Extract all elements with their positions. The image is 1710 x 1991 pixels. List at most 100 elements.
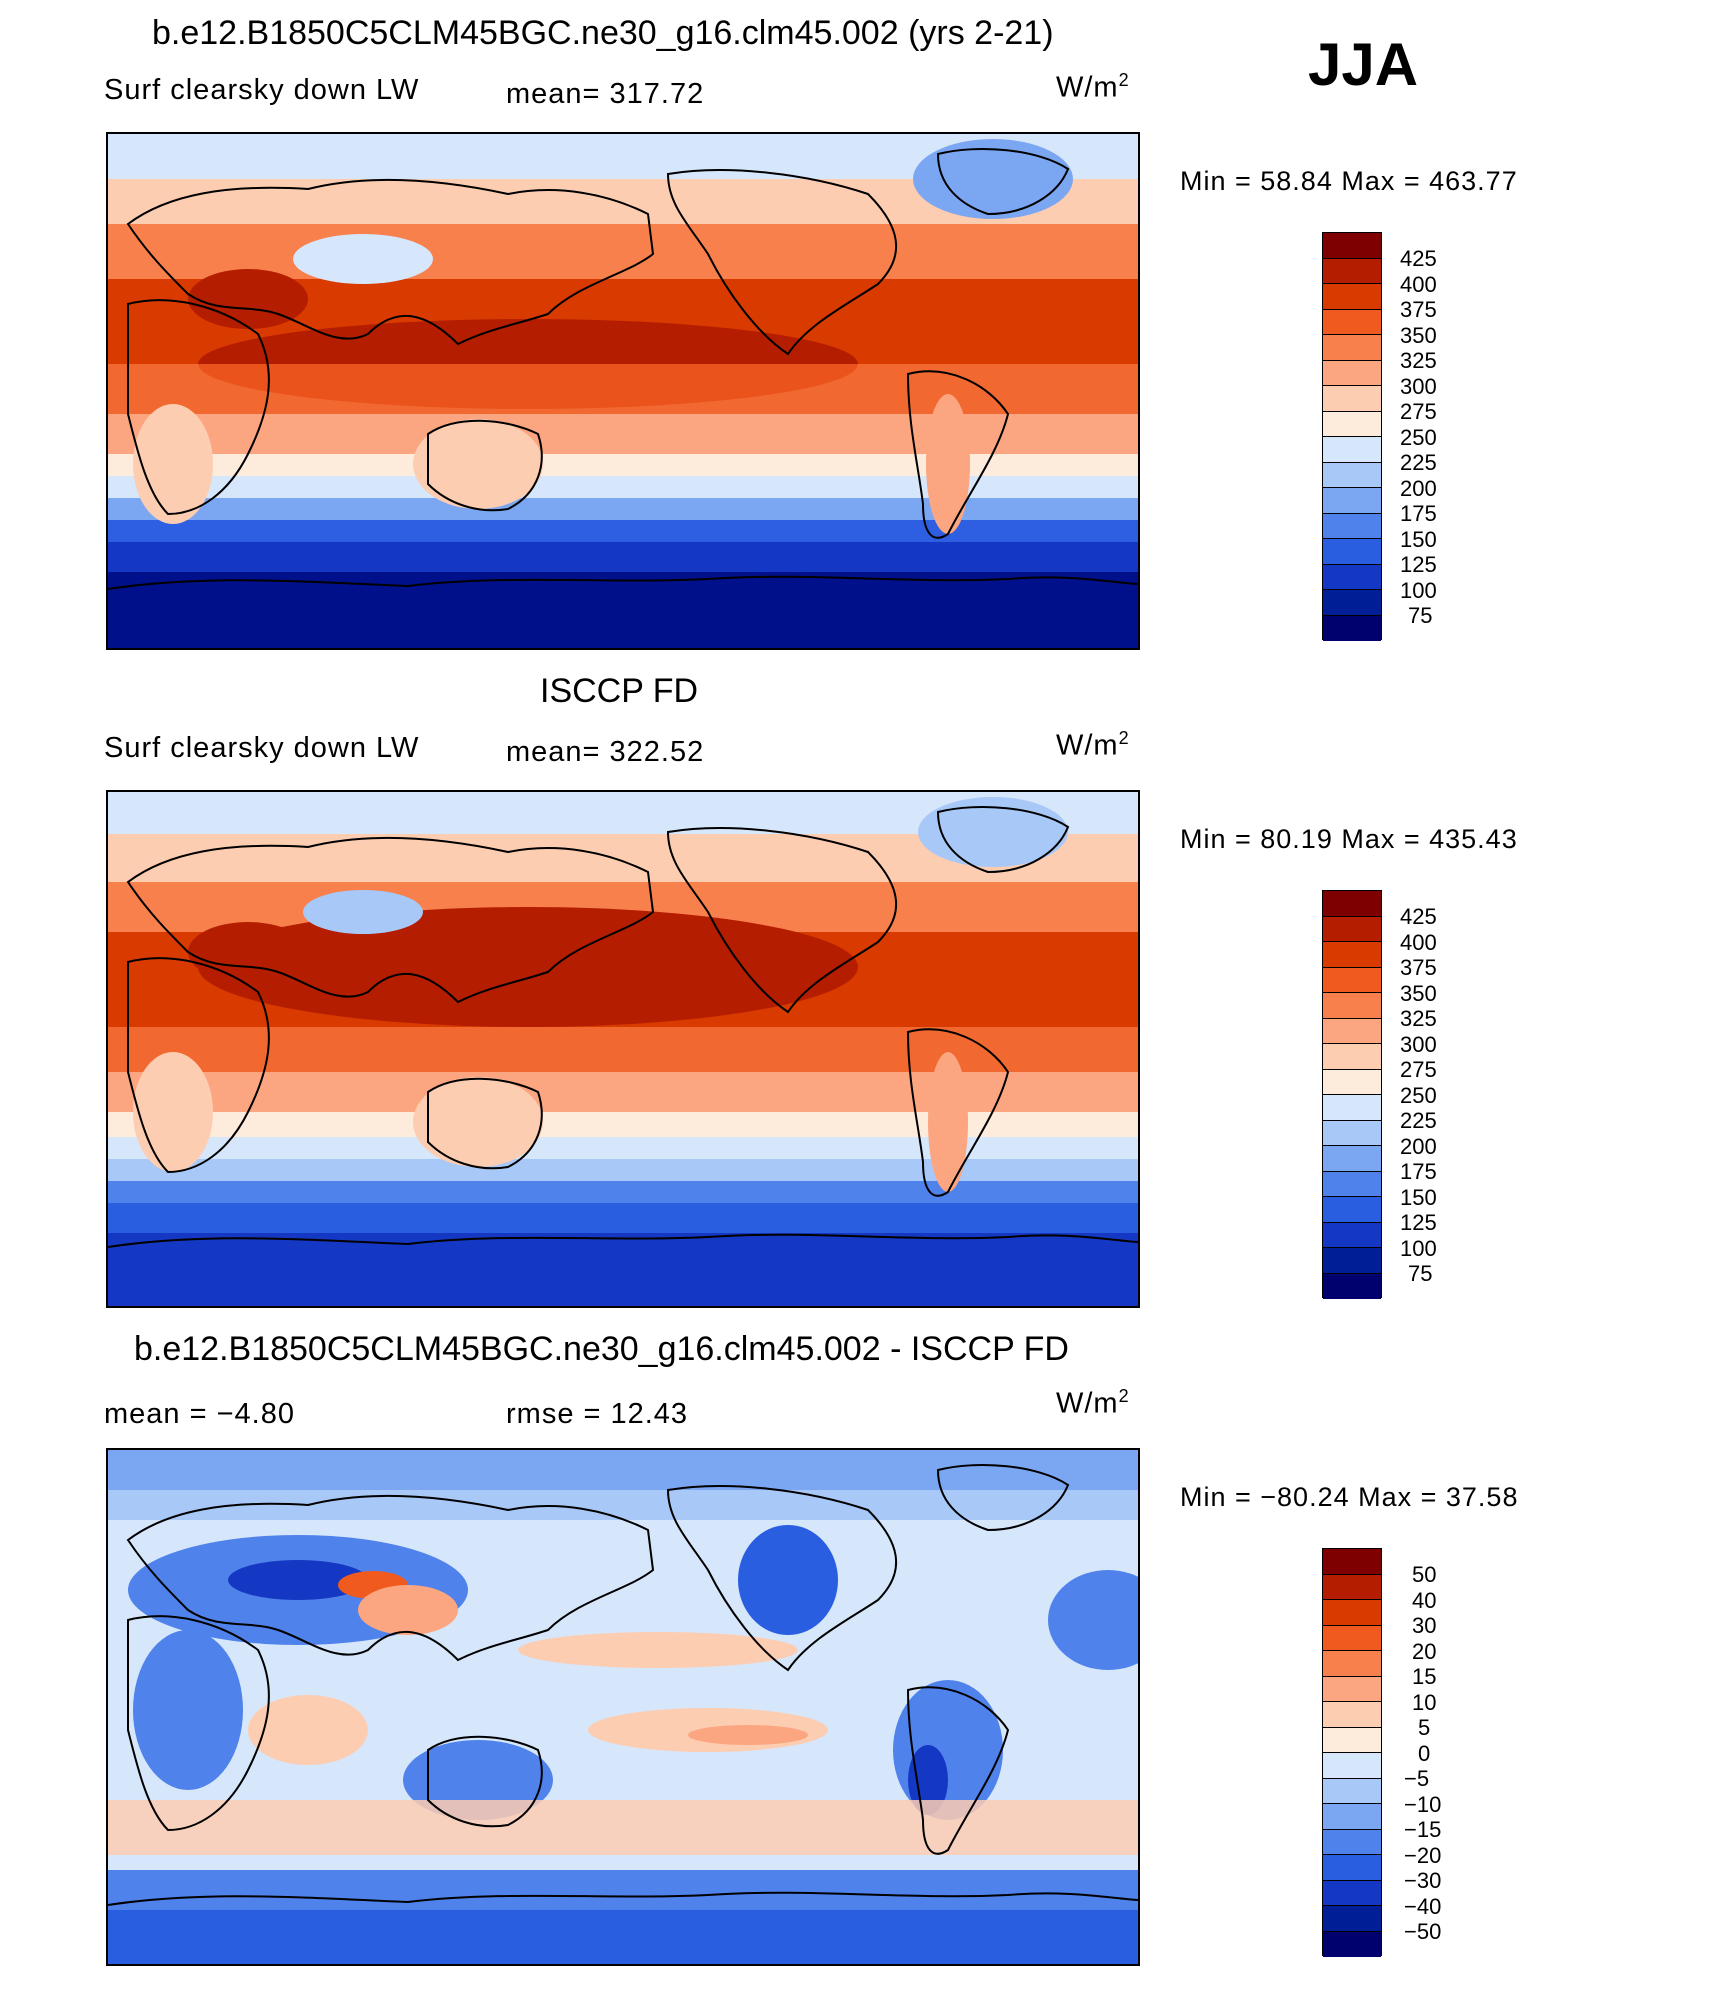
panel-2-contour-field	[108, 792, 1138, 1306]
field-australia	[413, 1077, 543, 1167]
field-southern-ocean-2	[108, 1159, 1138, 1181]
colorbar-tick-label: 225	[1400, 450, 1437, 475]
field-sahara	[188, 922, 308, 982]
panel-1-variable-label: Surf clearsky down LW	[104, 74, 420, 106]
panel-3-units: W/m2	[1056, 1386, 1130, 1420]
colorbar-tick-label: 0	[1418, 1740, 1431, 1766]
panel-1-minmax: Min = 58.84 Max = 463.77	[1180, 166, 1518, 196]
coastline-north-america	[666, 169, 897, 356]
colorbar-tick-label: −20	[1404, 1842, 1442, 1868]
colorbar-tick-label: 100	[1400, 577, 1437, 603]
colorbar-swatch	[1323, 1829, 1381, 1855]
field-south-midlat-warm	[108, 1800, 1138, 1855]
colorbar-swatch	[1323, 1120, 1381, 1146]
colorbar-tick-label: −10	[1404, 1791, 1442, 1817]
colorbar-tick-label: −30	[1404, 1868, 1442, 1893]
field-subtrop-south	[108, 1027, 1138, 1072]
field-southern-ocean-1	[108, 476, 1138, 498]
colorbar-tick-label: −50	[1404, 1919, 1442, 1944]
field-sahara	[188, 269, 308, 329]
colorbar-tick-label: 425	[1400, 246, 1437, 271]
colorbar-swatch	[1323, 1018, 1381, 1044]
colorbar-tick-label: 150	[1400, 526, 1437, 552]
colorbar-swatch	[1323, 488, 1381, 514]
panel-3-mean-label: mean = −4.80	[104, 1398, 295, 1430]
field-warm-pool	[198, 907, 858, 1027]
coastline-eurasia	[126, 836, 655, 1004]
colorbar-swatch	[1323, 1273, 1381, 1299]
colorbar-tick-label: 325	[1400, 348, 1437, 373]
field-southern-ocean-3	[108, 520, 1138, 542]
colorbar-tick-label: 150	[1400, 1184, 1437, 1210]
colorbar-tick-label: 375	[1400, 297, 1437, 322]
field-sub-polar	[108, 1112, 1138, 1137]
colorbar-tick-label: 40	[1412, 1587, 1437, 1613]
season-label: JJA	[1308, 31, 1419, 98]
coastline-africa	[127, 957, 270, 1174]
colorbar-swatch	[1323, 1549, 1381, 1575]
coastline-australia	[427, 1735, 543, 1828]
colorbar-swatch	[1323, 1069, 1381, 1095]
colorbar-swatch	[1323, 360, 1381, 386]
colorbar-swatch	[1323, 1625, 1381, 1651]
panel-3-rmse-label: rmse = 12.43	[506, 1398, 689, 1430]
colorbar-swatch	[1323, 1931, 1381, 1957]
field-greenland	[918, 797, 1068, 867]
colorbar-swatch	[1323, 1778, 1381, 1804]
field-australia	[413, 419, 543, 509]
field-southern-ocean-2	[108, 498, 1138, 520]
field-tibet	[303, 890, 423, 934]
field-antarctic-coast	[108, 1203, 1138, 1233]
coastline-north-america	[666, 827, 897, 1014]
colorbar-swatch	[1323, 942, 1381, 968]
field-indian-ocean-warm	[248, 1695, 368, 1765]
coastline-south-america	[906, 370, 1010, 539]
colorbar-swatch	[1323, 437, 1381, 463]
panel-2-minmax: Min = 80.19 Max = 435.43	[1180, 824, 1518, 854]
colorbar-tick-label: 30	[1412, 1613, 1437, 1638]
colorbar-swatch	[1323, 590, 1381, 616]
colorbar-tick-label: 20	[1412, 1638, 1437, 1664]
colorbar-tick-label: 15	[1412, 1664, 1437, 1689]
colorbar-swatch	[1323, 1727, 1381, 1753]
colorbar-tick-label: 350	[1400, 322, 1437, 348]
panel-1-title: b.e12.B1850C5CLM45BGC.ne30_g16.clm45.002…	[152, 14, 1054, 52]
colorbar-swatch	[1323, 1197, 1381, 1223]
field-africa-cold	[133, 1630, 243, 1790]
colorbar-tick-label: −40	[1404, 1893, 1442, 1919]
field-arctic	[108, 1450, 1138, 1490]
field-africa-south	[133, 1052, 213, 1172]
panel-2-title: ISCCP FD	[540, 672, 699, 710]
colorbar-tick-label: 425	[1400, 904, 1437, 929]
colorbar-swatch	[1323, 1171, 1381, 1197]
panel-1-colorbar	[1322, 232, 1382, 641]
coastline-antarctica	[108, 575, 1138, 590]
panel-2-colorbar	[1322, 890, 1382, 1299]
colorbar-tick-label: 400	[1400, 929, 1437, 955]
colorbar-tick-label: 325	[1400, 1006, 1437, 1031]
colorbar-swatch	[1323, 967, 1381, 993]
colorbar-swatch	[1323, 1044, 1381, 1070]
colorbar-swatch	[1323, 284, 1381, 310]
field-pacific-warm-s2	[688, 1725, 808, 1745]
panel-2-map	[106, 790, 1140, 1308]
colorbar-swatch	[1323, 1855, 1381, 1881]
colorbar-tick-label: −15	[1404, 1817, 1442, 1842]
colorbar-tick-label: 250	[1400, 424, 1437, 450]
coastline-south-america	[906, 1028, 1010, 1197]
colorbar-swatch	[1323, 1676, 1381, 1702]
panel-3-map	[106, 1448, 1140, 1966]
colorbar-swatch	[1323, 1880, 1381, 1906]
colorbar-swatch	[1323, 258, 1381, 284]
coastline-australia	[427, 1077, 543, 1170]
field-antarctica	[108, 572, 1138, 648]
field-south-america-cold	[893, 1680, 1003, 1820]
colorbar-swatch	[1323, 462, 1381, 488]
field-subtrop-south	[108, 364, 1138, 414]
colorbar-swatch	[1323, 1574, 1381, 1600]
colorbar-tick-label: 275	[1400, 1057, 1437, 1082]
colorbar-swatch	[1323, 1651, 1381, 1677]
coastline-africa	[127, 299, 270, 516]
colorbar-swatch	[1323, 916, 1381, 942]
colorbar-swatch	[1323, 891, 1381, 917]
